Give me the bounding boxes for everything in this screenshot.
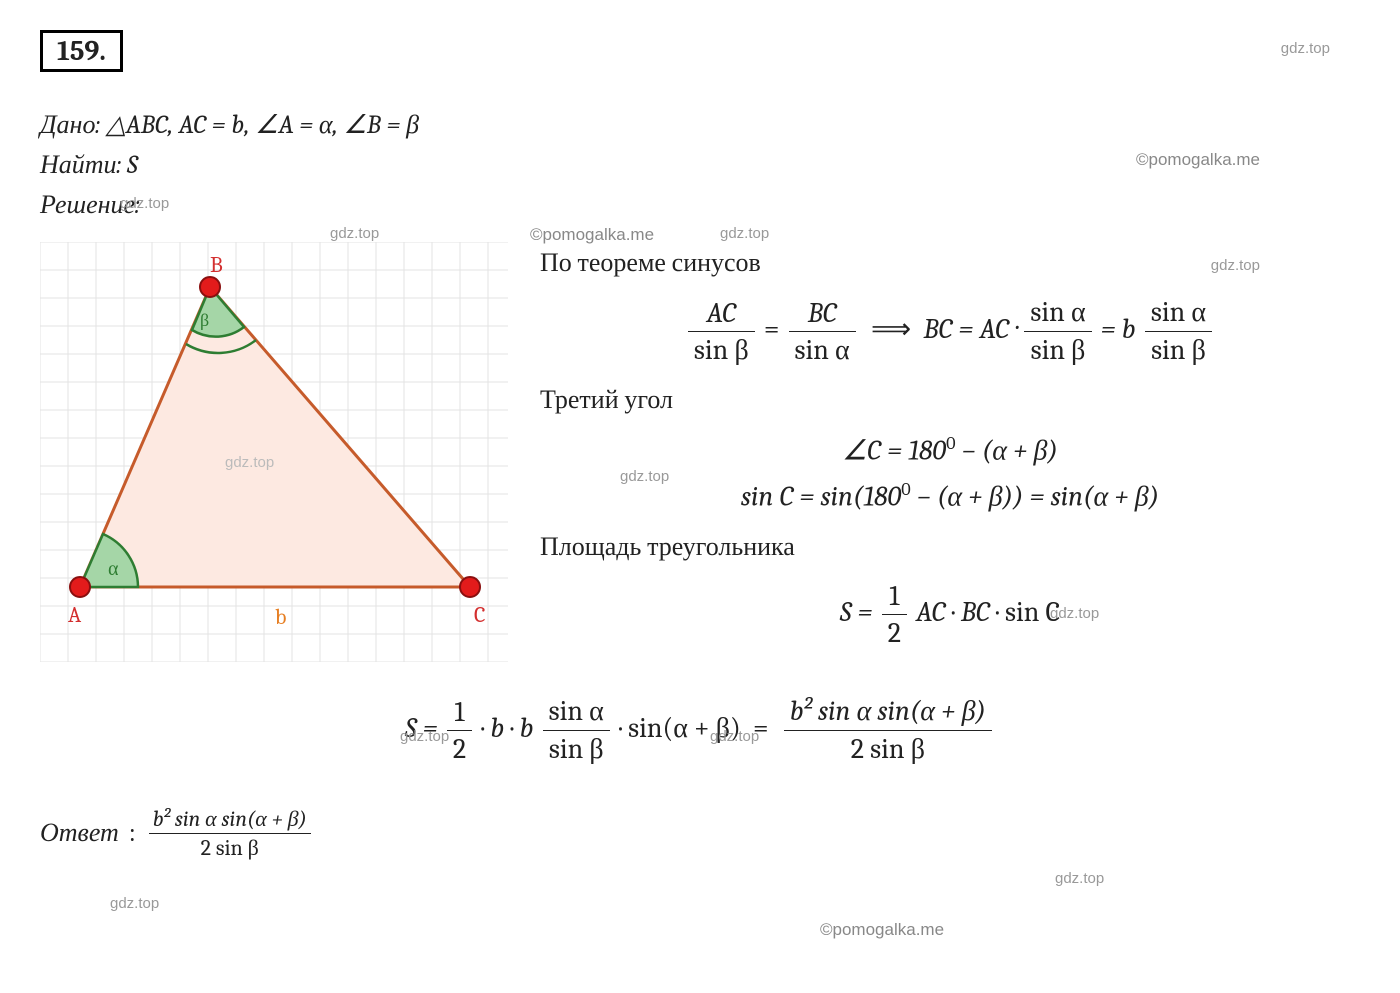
eq-area-expanded: S = 12 · b · b sin αsin β · sin(α + β) =…: [40, 695, 1360, 766]
given-label: Дано: [40, 110, 95, 140]
answer-fraction: b² sin α sin(α + β) 2 sin β: [149, 806, 311, 861]
eq-sin-C: sin C = sin(1800 − (α + β)) = sin(α + β): [540, 479, 1360, 513]
vertex-B: [200, 277, 220, 297]
answer-label: Ответ: [40, 818, 119, 848]
given-line: Дано: △ABC, AC = b, ∠A = α, ∠B = β: [40, 110, 1360, 140]
eq-angle-C: ∠C = 1800 − (α + β): [540, 433, 1360, 467]
watermark-gdz: gdz.top: [1281, 40, 1330, 57]
label-b: b: [275, 604, 286, 630]
label-A: A: [68, 602, 82, 628]
solution-label: Решение:: [40, 190, 1360, 220]
eq-law-of-sines: ACsin β = BCsin α ⟹ BC = AC · sin αsin β…: [540, 296, 1360, 367]
vertex-C: [460, 577, 480, 597]
label-B: B: [210, 252, 223, 278]
step-2-text: Третий угол: [540, 385, 1360, 415]
eq-area-formula: S = 12 AC · BC · sin C: [540, 580, 1360, 649]
label-alpha: α: [108, 557, 119, 580]
find-line: Найти: S: [40, 150, 1360, 180]
watermark-gdz: gdz.top: [1055, 870, 1104, 887]
step-1-text: По теореме синусов: [540, 248, 1360, 278]
watermark-gdz: gdz.top: [225, 454, 274, 471]
find-text: : S: [117, 150, 138, 180]
step-3-text: Площадь треугольника: [540, 532, 1360, 562]
watermark-pomo: ©pomogalka.me: [820, 920, 944, 940]
watermark-gdz: gdz.top: [110, 895, 159, 912]
find-label: Найти: [40, 150, 117, 180]
label-C: C: [474, 602, 485, 628]
triangle-figure: A B C b α β gdz.top: [40, 242, 510, 662]
label-beta: β: [200, 310, 209, 331]
answer-line: Ответ: b² sin α sin(α + β) 2 sin β: [40, 806, 1360, 861]
problem-number: 159.: [40, 30, 123, 72]
given-text: : △ABC, AC = b, ∠A = α, ∠B = β: [95, 110, 419, 140]
vertex-A: [70, 577, 90, 597]
